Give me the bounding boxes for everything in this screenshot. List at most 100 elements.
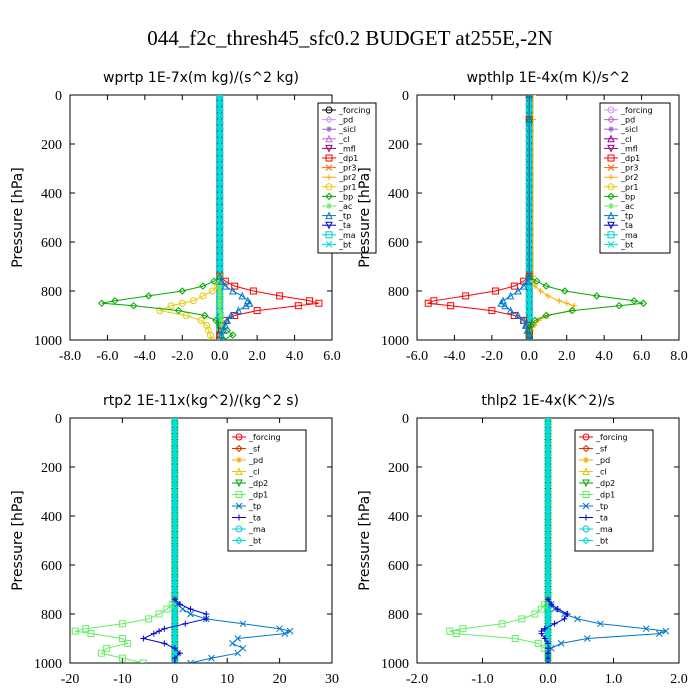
series-dp1 xyxy=(446,595,552,663)
legend-label: _cl xyxy=(620,135,632,144)
data-point xyxy=(498,620,506,628)
x-tick-label: 0.0 xyxy=(521,349,539,364)
data-point xyxy=(542,282,550,290)
legend-marker xyxy=(235,525,243,533)
data-point xyxy=(424,299,432,307)
data-point xyxy=(510,282,518,290)
y-tick-label: 800 xyxy=(41,608,62,623)
y-axis-label: Pressure [hPa] xyxy=(357,490,373,590)
data-point xyxy=(547,644,555,652)
legend-marker xyxy=(607,241,615,248)
legend-marker xyxy=(607,231,615,239)
data-point xyxy=(497,299,506,307)
data-point xyxy=(216,263,224,270)
x-tick-label: 20 xyxy=(273,672,287,687)
legend-label: _bt xyxy=(248,537,261,546)
data-point xyxy=(527,321,535,330)
data-point xyxy=(216,226,224,234)
y-tick-label: 400 xyxy=(41,510,62,525)
legend-marker xyxy=(582,491,590,498)
data-point xyxy=(655,630,663,637)
data-point xyxy=(501,301,509,310)
series-tp xyxy=(544,595,670,663)
chart-panel-1: wprtp 1E-7x(m kg)/(s^2 kg) Pressure [hPa]… xyxy=(10,70,377,364)
y-tick-label: 1000 xyxy=(381,334,409,349)
data-point xyxy=(140,635,147,642)
chart-panel-4: thlp2 1E-4x(K^2)/s Pressure [hPa] -2.0 -1.0… xyxy=(357,393,688,687)
y-tick-label: 200 xyxy=(41,461,62,476)
legend-label: _bp xyxy=(620,192,635,201)
y-tick-label: 0 xyxy=(402,412,409,427)
data-point xyxy=(216,140,224,148)
legend-marker xyxy=(607,211,615,220)
legend-label: _cl xyxy=(248,468,260,477)
legend-label: _dp1 xyxy=(338,154,358,163)
data-point xyxy=(554,606,561,613)
legend-marker xyxy=(607,164,615,171)
legend-label: _sicl xyxy=(338,125,356,134)
x-tick-label: 1.0 xyxy=(605,672,623,687)
y-tick-label: 200 xyxy=(388,461,409,476)
data-point xyxy=(118,620,126,628)
data-point xyxy=(118,654,126,662)
legend-marker xyxy=(325,154,333,162)
x-tick-label: 2.0 xyxy=(670,672,688,687)
data-point xyxy=(111,297,119,305)
data-point xyxy=(168,600,176,608)
legend-marker xyxy=(607,192,615,201)
data-point xyxy=(216,165,224,172)
y-tick-label: 600 xyxy=(41,559,62,574)
data-point xyxy=(597,620,604,628)
legend-label: _ma xyxy=(248,525,266,534)
x-tick-label: -4.0 xyxy=(134,349,156,364)
legend-label: _pr3 xyxy=(620,164,638,173)
data-point xyxy=(216,214,224,221)
data-point xyxy=(178,299,186,307)
y-tick-label: 1000 xyxy=(34,657,62,672)
legend-label: _dp2 xyxy=(595,479,615,488)
x-tick-label: 10 xyxy=(220,672,234,687)
series-tp xyxy=(215,272,254,340)
legend-label: _pd xyxy=(595,456,610,465)
legend-label: _bt xyxy=(595,537,608,546)
legend-label: _tp xyxy=(595,502,608,511)
data-point xyxy=(150,630,157,637)
y-tick-label: 0 xyxy=(402,89,409,104)
legend-marker xyxy=(326,174,332,181)
data-point xyxy=(306,297,314,305)
series-line xyxy=(426,95,530,340)
legend-marker xyxy=(236,514,242,521)
x-tick-label: 0 xyxy=(171,672,178,687)
legend-marker xyxy=(607,106,615,114)
x-tick-label: -8.0 xyxy=(59,349,81,364)
data-point xyxy=(201,311,209,320)
data-point xyxy=(525,312,533,319)
data-point xyxy=(446,627,454,635)
legend-label: _tp xyxy=(620,212,633,221)
x-tick-label: 0.0 xyxy=(539,672,557,687)
data-point xyxy=(525,336,533,340)
legend: _forcing_pd_sicl_cl_mfl_dp1_pr3_pr2_pr1_… xyxy=(599,102,671,254)
data-point xyxy=(163,605,171,613)
data-point xyxy=(531,283,538,290)
legend-label: _pr1 xyxy=(620,183,638,192)
legend-marker xyxy=(325,211,333,220)
data-point xyxy=(511,635,519,642)
data-point xyxy=(216,159,224,166)
legend-marker xyxy=(325,134,333,143)
x-tick-label: 30 xyxy=(325,672,339,687)
data-point xyxy=(171,645,178,652)
legend-marker xyxy=(607,183,615,191)
series-tp xyxy=(497,95,534,340)
legend-label: _ac xyxy=(620,202,634,211)
x-tick-label: 0.0 xyxy=(211,349,229,364)
legend-marker xyxy=(608,203,614,209)
legend-label: _ma xyxy=(338,231,356,240)
legend-label: _bt xyxy=(620,240,633,249)
data-point xyxy=(145,615,153,623)
legend-marker xyxy=(325,221,333,230)
series-group xyxy=(424,95,648,340)
data-point xyxy=(571,302,578,309)
data-point xyxy=(216,201,224,209)
